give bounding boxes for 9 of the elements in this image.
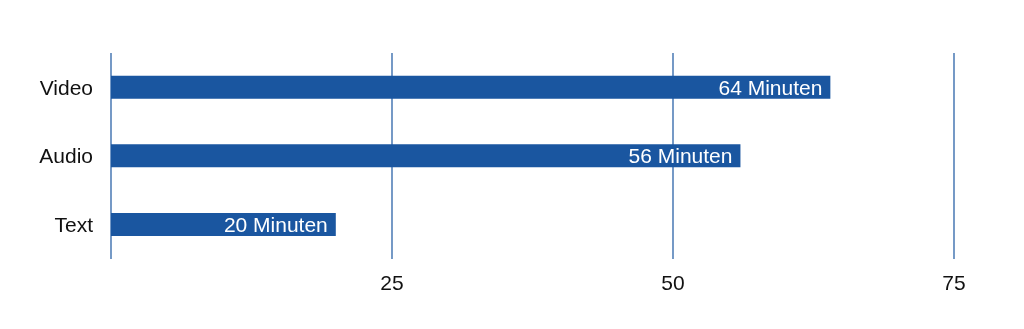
data-label: 64 Minuten (718, 75, 823, 99)
x-tick-label: 75 (942, 270, 966, 294)
y-tick-label: Video (39, 75, 93, 99)
x-tick-label: 25 (380, 270, 404, 294)
y-tick-label: Text (54, 213, 94, 237)
x-tick-label: 50 (661, 270, 685, 294)
data-label: 20 Minuten (223, 212, 328, 236)
data-label: 56 Minuten (628, 144, 733, 168)
y-tick-label: Audio (39, 144, 93, 168)
